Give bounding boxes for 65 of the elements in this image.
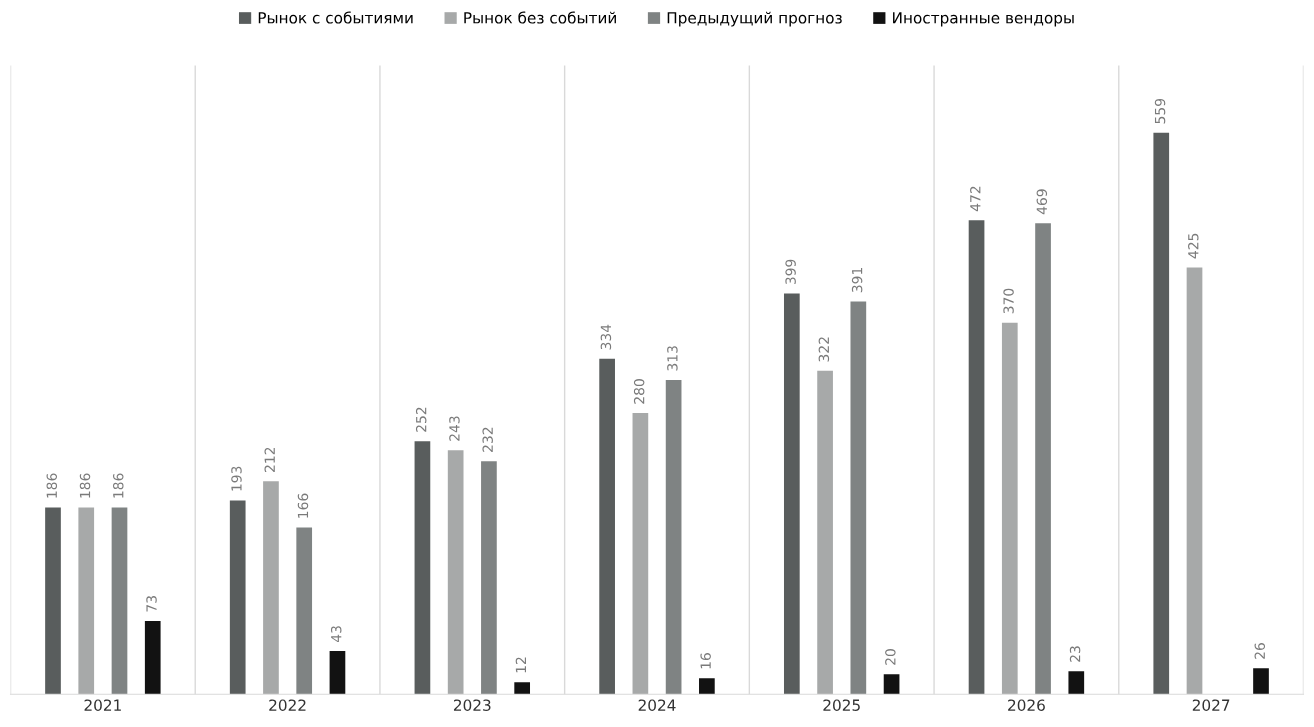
bar [599,358,615,695]
bar [850,301,867,695]
legend-label: Предыдущий прогноз [667,11,842,27]
data-label: 73 [146,596,157,612]
bar [45,507,61,695]
data-label: 391 [851,267,863,293]
bar [817,370,833,695]
data-label: 193 [231,466,242,491]
x-tick-label: 2021 [84,699,121,711]
bar [1001,322,1018,695]
data-label: 243 [449,416,460,441]
data-label: 212 [264,447,275,472]
data-label: 322 [818,337,830,362]
x-tick-label: 2026 [1008,699,1045,711]
bar [968,220,985,695]
data-label: 186 [46,473,58,498]
data-label: 280 [633,379,645,404]
data-label: 43 [330,626,342,643]
data-label: 26 [1254,643,1266,659]
legend-label: Рынок с событиями [258,11,413,24]
data-label: 186 [79,473,91,498]
bar [296,527,313,695]
bar [665,379,682,695]
data-label: 20 [885,649,896,665]
bar [329,651,346,695]
data-label: 399 [785,259,796,285]
data-label: 186 [113,473,124,498]
x-tick-label: 2024 [638,699,676,711]
bar [699,678,715,695]
x-tick-label: 2022 [269,699,306,711]
bar [447,450,464,695]
data-label: 16 [700,653,711,669]
bar [632,413,649,695]
data-label: 232 [482,427,493,452]
bar [1153,132,1170,695]
bar [111,507,128,695]
bar [883,674,900,695]
bar [1035,223,1051,695]
data-label: 370 [1003,288,1014,314]
bar [229,500,246,695]
x-tick-label: 2023 [453,699,491,711]
data-label: 472 [970,186,981,212]
bar [1253,668,1269,695]
bar [78,507,95,695]
data-label: 12 [515,657,526,673]
data-label: 23 [1069,646,1081,662]
data-label: 313 [667,346,678,371]
bar [783,293,800,695]
data-label: 252 [415,407,427,432]
bar [263,481,279,695]
bar [1186,267,1203,695]
legend-label: Рынок без событий [464,11,616,24]
legend-label: Иностранные вендоры [893,12,1074,27]
data-label: 334 [600,324,612,350]
x-tick-label: 2025 [823,699,860,711]
data-label: 559 [1154,98,1166,124]
bar [514,682,531,695]
data-label: 469 [1036,189,1048,215]
bar [414,441,431,695]
data-label: 166 [297,493,309,518]
bar [1068,671,1085,695]
bar [144,620,161,695]
data-label: 425 [1188,233,1199,259]
x-tick-label: 2027 [1192,699,1230,711]
bar [481,461,497,695]
